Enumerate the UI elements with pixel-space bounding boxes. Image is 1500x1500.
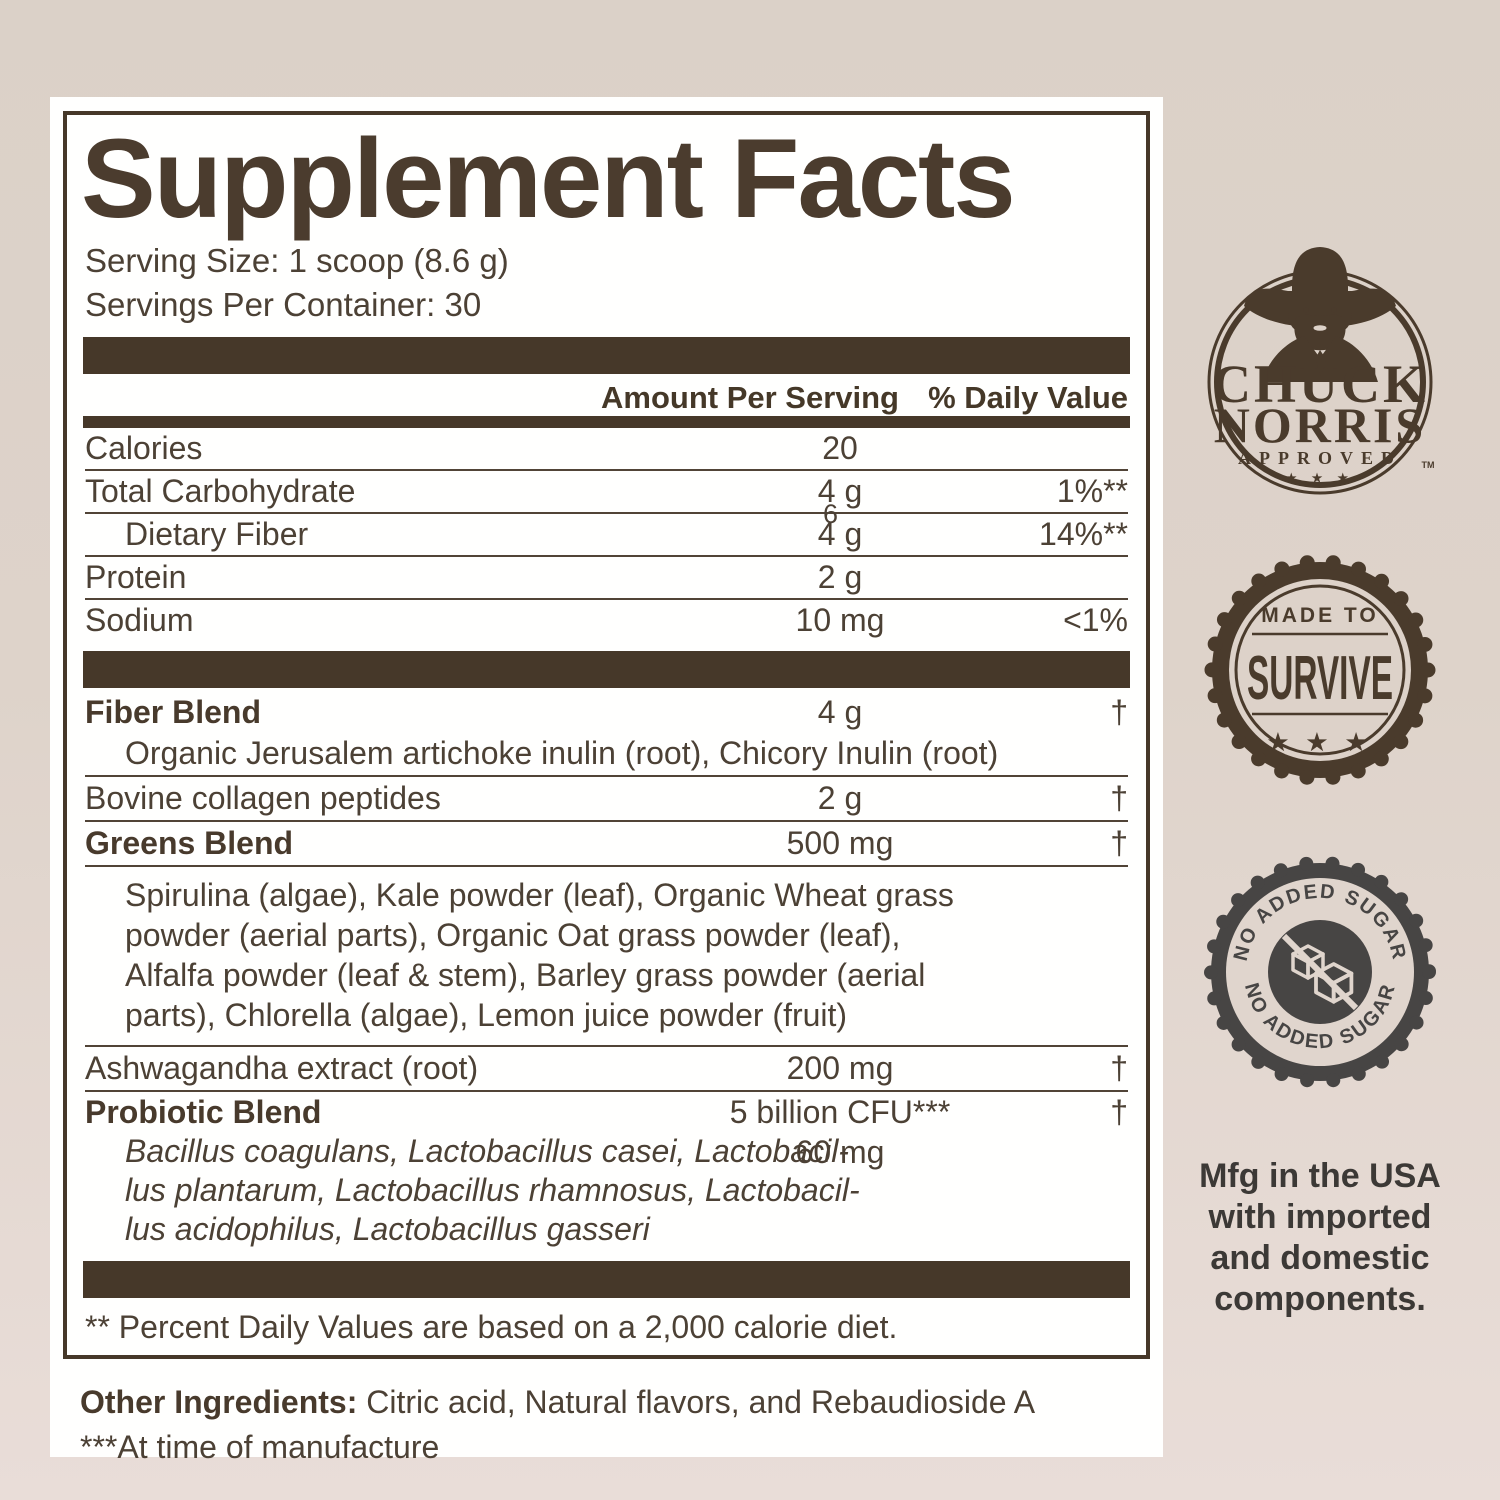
table-row-fiber-blend: Fiber Blend 4 g †: [85, 692, 1128, 733]
table-row-total-carbohydrate: Total Carbohydrate 4 g 1%**: [85, 471, 1128, 514]
blend-name: Fiber Blend: [85, 694, 262, 730]
blend-daily-value: †: [1110, 1093, 1128, 1130]
ingredient-name: Ashwagandha extract (root): [85, 1050, 479, 1086]
blend-amount: 4 g: [817, 694, 863, 730]
other-ingredients-label: Other Ingredients:: [80, 1384, 358, 1420]
serving-size: Serving Size: 1 scoop (8.6 g): [85, 242, 509, 279]
fiber-blend-ingredients: Organic Jerusalem artichoke inulin (root…: [85, 733, 1128, 777]
divider-bar-bottom: [83, 1261, 1130, 1298]
blend-amount: 5 billion CFU***: [729, 1093, 951, 1130]
nutrient-daily-value: 14%**: [1039, 516, 1128, 552]
manufacture-note: ***At time of manufacture: [80, 1429, 440, 1465]
blend-daily-value: †: [1110, 694, 1128, 730]
cowboy-icon: [1244, 247, 1396, 382]
footnote-daily-values: ** Percent Daily Values are based on a 2…: [85, 1309, 898, 1345]
mfg-note: Mfg in the USA with imported and domesti…: [1185, 1156, 1455, 1320]
header-amount-per-serving: Amount Per Serving: [601, 380, 899, 415]
badge-text-norris: NORRIS: [1214, 397, 1426, 453]
nutrient-amount: 20: [822, 430, 858, 466]
table-row-calories: Calories 20: [85, 428, 1128, 471]
badge-face: [1229, 579, 1411, 761]
nutrient-name: Protein: [85, 559, 187, 595]
servings-per-container: Servings Per Container: 30: [85, 286, 482, 323]
mfg-note-line: with imported: [1208, 1198, 1432, 1236]
probiotic-species-line: lus acidophilus, Lactobacillus gasseri: [125, 1211, 650, 1247]
ingredient-amount: 2 g: [817, 780, 863, 816]
divider-bar-top: [83, 337, 1130, 374]
ingredient-daily-value: †: [1110, 1050, 1128, 1086]
blend-name: Greens Blend: [85, 825, 294, 861]
table-row-ashwagandha: Ashwagandha extract (root) 200 mg †: [85, 1047, 1128, 1092]
badge-thin-ring: [1234, 584, 1406, 756]
sugar-cubes-crossed-icon: [1281, 933, 1359, 1011]
blend-daily-value: †: [1110, 825, 1128, 861]
no-added-sugar-badge: NO ADDED SUGAR NO ADDED SUGAR: [1204, 856, 1436, 1088]
print-artifact-six: 6: [823, 499, 839, 529]
nutrient-amount: 2 g: [817, 559, 863, 595]
supplement-facts-box: Supplement Facts Serving Size: 1 scoop (…: [63, 111, 1150, 1359]
nutrient-name: Dietary Fiber: [125, 516, 309, 552]
divider-bar-middle: [83, 651, 1130, 688]
ingredient-name: Bovine collagen peptides: [85, 780, 441, 816]
header-daily-value: % Daily Value: [928, 380, 1128, 415]
nutrient-name: Calories: [85, 430, 203, 466]
mfg-note-line: and domestic: [1210, 1239, 1430, 1277]
nutrient-name: Total Carbohydrate: [85, 473, 356, 509]
nutrient-daily-value: 1%**: [1056, 473, 1128, 509]
blend-amount-mg: 60 mg: [795, 1134, 885, 1170]
nutrient-amount: 10 mg: [795, 602, 885, 638]
badge-scallop-edge: [1204, 856, 1436, 1088]
greens-blend-ingredients: Spirulina (algae), Kale powder (leaf), O…: [85, 867, 1128, 1047]
table-row-greens-blend: Greens Blend 500 mg †: [85, 822, 1128, 867]
badge-text-approved: APPROVED: [1238, 448, 1402, 468]
chuck-norris-approved-badge: CHUCK NORRIS APPROVED ★ ★ ★ TM: [1207, 247, 1435, 495]
table-row-bovine-collagen: Bovine collagen peptides 2 g †: [85, 777, 1128, 822]
badge-stars: ★ ★ ★: [1286, 471, 1354, 485]
table-row-probiotic-blend: Probiotic Blend 5 billion CFU*** † 60 mg…: [85, 1092, 1128, 1251]
nutrient-amount: 4 g: [817, 473, 863, 509]
footnotes: ** Percent Daily Values are based on a 2…: [85, 1306, 1128, 1355]
probiotic-species-line: lus plantarum, Lactobacillus rhamnosus, …: [125, 1172, 860, 1208]
badge-stars: ★ ★ ★: [1268, 729, 1373, 755]
ingredient-amount: 200 mg: [786, 1050, 894, 1086]
made-to-survive-badge: MADE TO SURVIVE ★ ★ ★: [1204, 554, 1436, 786]
badge-scallop-edge: [1204, 554, 1436, 786]
footnote-dagger: † Daily value not established.: [85, 1348, 1128, 1355]
table-row-protein: Protein 2 g: [85, 557, 1128, 600]
other-ingredients-block: Other Ingredients: Citric acid, Natural …: [80, 1380, 1140, 1470]
probiotic-species-line: Bacillus coagulans, Lactobacillus casei,…: [125, 1133, 849, 1169]
blend-name: Probiotic Blend: [85, 1093, 322, 1130]
supplement-facts-card: Supplement Facts Serving Size: 1 scoop (…: [50, 97, 1163, 1465]
ingredient-daily-value: †: [1110, 780, 1128, 816]
badge-text-survive: SURVIVE: [1247, 644, 1393, 713]
trademark-mark: TM: [1422, 460, 1435, 470]
other-ingredients-list: Citric acid, Natural flavors, and Rebaud…: [357, 1384, 1036, 1420]
mfg-note-line: components.: [1214, 1280, 1426, 1318]
blend-amount: 500 mg: [786, 825, 894, 861]
mfg-note-line: Mfg in the USA: [1199, 1157, 1441, 1195]
divider-bar-header: [83, 416, 1130, 428]
table-header-row: Amount Per Serving % Daily Value: [85, 374, 1128, 416]
table-row-sodium: Sodium 10 mg <1%: [85, 600, 1128, 641]
nutrient-name: Sodium: [85, 602, 194, 638]
nutrient-daily-value: <1%: [1063, 602, 1128, 638]
badge-text-chuck: CHUCK: [1212, 354, 1428, 414]
other-ingredients-line: Other Ingredients: Citric acid, Natural …: [80, 1380, 1140, 1425]
badge-text-made-to: MADE TO: [1261, 604, 1378, 627]
label-title: Supplement Facts: [81, 116, 1016, 241]
